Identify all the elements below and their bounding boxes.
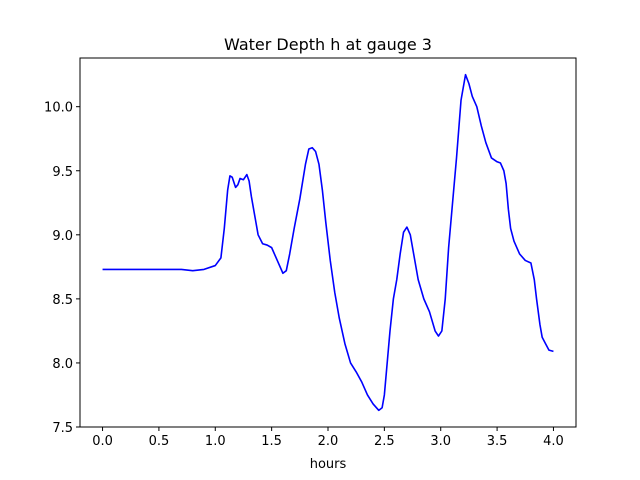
x-tick-label: 2.5 <box>374 434 395 449</box>
x-tick-label: 3.5 <box>487 434 508 449</box>
x-tick-label: 4.0 <box>543 434 564 449</box>
chart-title: Water Depth h at gauge 3 <box>224 35 432 54</box>
x-tick-label: 2.0 <box>318 434 339 449</box>
y-tick-label: 8.0 <box>52 357 73 372</box>
x-tick-label: 1.5 <box>261 434 282 449</box>
y-tick-label: 9.5 <box>52 165 73 180</box>
y-tick-label: 8.5 <box>52 293 73 308</box>
y-tick-label: 9.0 <box>52 229 73 244</box>
x-tick-label: 0.5 <box>149 434 170 449</box>
y-tick-label: 10.0 <box>44 101 73 116</box>
series-line-1 <box>102 73 554 412</box>
x-tick-label: 0.0 <box>92 434 113 449</box>
x-tick-label: 1.0 <box>205 434 226 449</box>
x-axis-label: hours <box>310 457 347 472</box>
x-axis-ticks: 0.0 0.5 1.0 1.5 2.0 2.5 3.0 3.5 4.0 <box>92 427 564 449</box>
y-tick-label: 7.5 <box>52 421 73 436</box>
x-tick-label: 3.0 <box>430 434 451 449</box>
series-layer <box>102 73 554 412</box>
y-axis-ticks: 7.5 8.0 8.5 9.0 9.5 10.0 <box>44 101 80 436</box>
